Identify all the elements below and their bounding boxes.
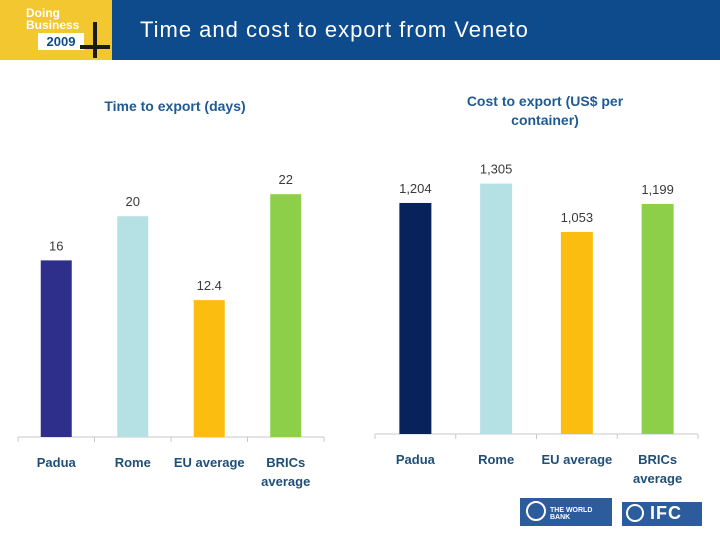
world-bank-text: THE WORLD BANK <box>550 507 593 521</box>
chart2-bar <box>641 203 674 434</box>
chart2-category-label: EU average <box>541 452 612 467</box>
chart2-bar <box>560 231 593 434</box>
chart2-bar <box>480 183 513 434</box>
page-title: Time and cost to export from Veneto <box>140 17 529 42</box>
chart1-value-label: 22 <box>279 172 293 187</box>
chart1-value-label: 12.4 <box>197 278 222 293</box>
chart2-value-label: 1,305 <box>480 162 513 177</box>
chart1-category-label: Rome <box>115 455 151 470</box>
chart2-value-label: 1,199 <box>641 182 674 197</box>
globe-icon <box>526 501 546 521</box>
logo-year: 2009 <box>38 33 84 50</box>
chart1-title: Time to export (days) <box>104 98 246 114</box>
header-bar: Doing Business 2009 Time and cost to exp… <box>0 0 720 60</box>
ifc-text: IFC <box>650 503 682 523</box>
chart1-category-label: BRICs average <box>261 455 310 489</box>
chart1-bar <box>117 216 149 437</box>
chart2-category-label: Padua <box>396 452 436 467</box>
logo-line2: Business <box>26 18 80 32</box>
chart2-category-label: BRICs average <box>633 452 682 486</box>
chart2-bar <box>399 202 432 434</box>
chart2-value-label: 1,204 <box>399 181 432 196</box>
chart2-value-label: 1,053 <box>561 210 594 225</box>
logo-cross-icon <box>93 22 97 58</box>
doing-business-logo: Doing Business 2009 <box>0 0 112 60</box>
chart2-category-label: Rome <box>478 452 514 467</box>
chart1-category-label: Padua <box>37 455 77 470</box>
ifc-logo: IFC <box>622 502 702 526</box>
chart1-value-label: 20 <box>126 194 140 209</box>
world-bank-logo: THE WORLD BANK <box>520 498 612 526</box>
chart1-category-label: EU average <box>174 455 245 470</box>
chart1-bar <box>270 194 302 437</box>
chart1-bar <box>40 260 72 437</box>
logo-line1: Doing <box>26 6 60 20</box>
chart1-value-label: 16 <box>49 238 63 253</box>
chart1-bar <box>193 300 225 437</box>
logo-cross-bar <box>80 45 110 49</box>
globe-icon <box>626 504 644 522</box>
chart2-title: Cost to export (US$ per container) <box>466 93 624 128</box>
